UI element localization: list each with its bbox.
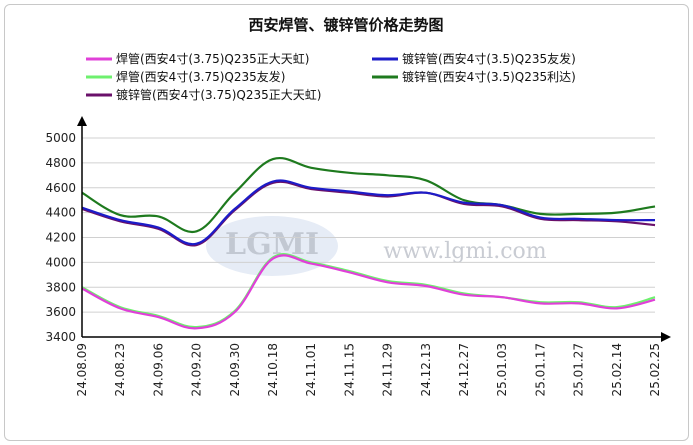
x-tick-label: 24.09.30	[228, 343, 242, 396]
legend-label: 镀锌管(西安4寸(3.5)Q235友发)	[402, 51, 576, 66]
legend-item: 镀锌管(西安4寸(3.75)Q235正大天虹)	[86, 87, 321, 102]
grid	[82, 137, 655, 313]
x-tick-labels: 24.08.09 24.08.23 24.09.06 24.09.20 24.09.30…	[75, 343, 662, 396]
x-tick-label: 24.08.23	[113, 343, 127, 396]
series-line	[81, 179, 656, 246]
series-line	[81, 253, 656, 329]
watermark-url: www.lgmi.com	[383, 239, 546, 264]
chart-title: 西安焊管、镀锌管价格走势图	[248, 16, 443, 34]
legend-item: 镀锌管(西安4寸(3.5)Q235利达)	[372, 69, 576, 84]
y-tick-label: 4600	[45, 181, 76, 195]
y-tick-labels: 3400 3600 3800 4000 4200 4400 4600 4800 5000	[45, 131, 76, 344]
x-tick-label: 24.11.29	[381, 343, 395, 396]
x-axis-arrow	[661, 332, 671, 342]
x-tick-label: 24.11.01	[304, 343, 318, 396]
x-tick-label: 24.08.09	[75, 343, 89, 396]
x-tick-label: 25.01.27	[572, 343, 586, 396]
y-tick-label: 5000	[45, 131, 76, 145]
y-tick-label: 4000	[45, 255, 76, 269]
series-layer	[81, 157, 656, 330]
series-line	[81, 254, 656, 330]
legend-item: 焊管(西安4寸(3.75)Q235友发)	[86, 69, 285, 84]
watermark: LGMI www.lgmi.com	[206, 216, 547, 276]
y-tick-label: 3800	[45, 280, 76, 294]
x-tick-label: 25.01.17	[533, 343, 547, 396]
chart-frame	[4, 4, 689, 441]
x-tick-label: 24.10.18	[266, 343, 280, 396]
legend-label: 镀锌管(西安4寸(3.5)Q235利达)	[402, 69, 576, 84]
watermark-logo: LGMI	[225, 227, 319, 262]
x-tick-label: 24.09.06	[151, 343, 165, 396]
legend-item: 焊管(西安4寸(3.75)Q235正大天虹)	[86, 51, 309, 66]
y-tick-label: 4200	[45, 231, 76, 245]
axes	[77, 116, 671, 342]
legend-label: 焊管(西安4寸(3.75)Q235友发)	[116, 69, 285, 84]
legend-item: 镀锌管(西安4寸(3.5)Q235友发)	[372, 51, 576, 66]
x-tick-label: 25.01.03	[495, 343, 509, 396]
y-tick-label: 3400	[45, 330, 76, 344]
y-tick-label: 3600	[45, 305, 76, 319]
x-tick-label: 24.12.13	[419, 343, 433, 396]
x-tick-label: 25.02.25	[648, 343, 662, 396]
legend: 焊管(西安4寸(3.75)Q235正大天虹) 焊管(西安4寸(3.75)Q235友…	[86, 51, 576, 102]
series-line	[81, 157, 656, 234]
x-tick-label: 25.02.14	[610, 343, 624, 396]
legend-label: 镀锌管(西安4寸(3.75)Q235正大天虹)	[116, 87, 321, 102]
legend-label: 焊管(西安4寸(3.75)Q235正大天虹)	[116, 51, 309, 66]
x-tick-label: 24.11.15	[342, 343, 356, 396]
x-tick-label: 24.12.27	[457, 343, 471, 396]
y-tick-label: 4400	[45, 206, 76, 220]
y-tick-label: 4800	[45, 156, 76, 170]
y-axis-arrow	[77, 116, 87, 126]
x-tick-label: 24.09.20	[190, 343, 204, 396]
